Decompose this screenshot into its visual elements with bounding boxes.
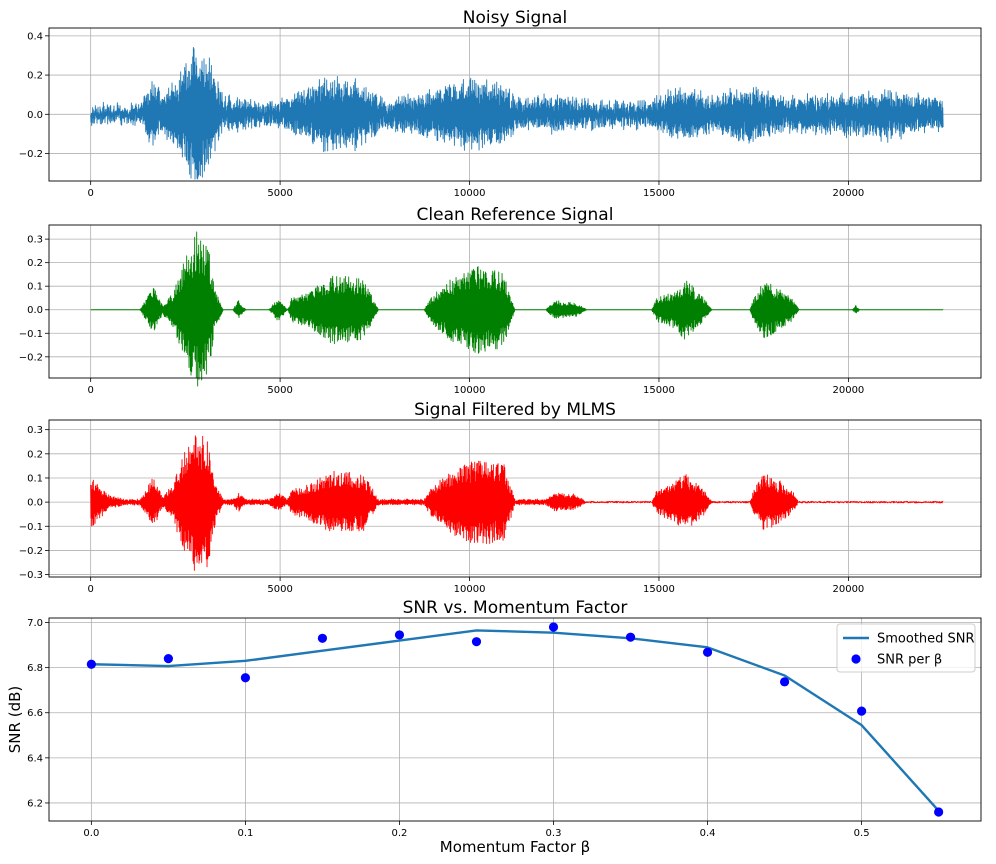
x-tick-label: 0.3 <box>546 828 562 839</box>
x-tick-label: 0.0 <box>83 828 99 839</box>
y-tick-label: −0.1 <box>19 329 43 340</box>
y-tick-label: 0.1 <box>27 282 43 293</box>
x-tick-label: 20000 <box>832 584 864 595</box>
legend-label-scatter: SNR per β <box>877 653 942 668</box>
y-tick-label: 0.1 <box>27 473 43 484</box>
snr-point <box>86 659 96 669</box>
signal-trace <box>90 435 944 571</box>
y-tick-label: 6.6 <box>27 708 43 719</box>
snr-point <box>471 637 482 647</box>
snr-point <box>394 630 405 640</box>
clean-reference-panel: 0 5000 10000 15000 20000 −0.2 −0.1 0.0 0.1 0.2 0.3… <box>19 205 982 396</box>
y-tick-label: −0.3 <box>19 570 43 581</box>
y-tick-label: 0.0 <box>27 305 43 316</box>
x-tick-label: 5000 <box>267 584 292 595</box>
x-tick-label: 0 <box>87 584 93 595</box>
snr-point <box>163 654 173 664</box>
snr-point <box>857 706 867 716</box>
x-tick-label: 0 <box>87 188 93 199</box>
y-tick-label: 0.0 <box>27 498 43 509</box>
plot-frame <box>48 419 982 578</box>
snr-point <box>317 633 328 643</box>
smoothed-snr-line <box>91 629 940 812</box>
y-tick-label: −0.1 <box>19 522 43 533</box>
snr-point <box>625 632 636 642</box>
y-tick-label: 0.2 <box>27 449 43 460</box>
y-tick-label: 0.2 <box>27 258 43 269</box>
axis-ticks: 0 5000 10000 15000 20000 −0.3 −0.2 −0.1 0.0 0.1 0.… <box>19 425 865 595</box>
x-tick-label: 0 <box>87 385 93 396</box>
legend-label-smoothed: Smoothed SNR <box>877 632 975 647</box>
x-tick-label: 20000 <box>832 188 864 199</box>
plot-frame <box>48 224 982 379</box>
x-tick-label: 15000 <box>643 385 675 396</box>
y-tick-label: 6.4 <box>27 753 43 764</box>
y-tick-label: 0.3 <box>27 235 43 246</box>
chart-title: SNR vs. Momentum Factor <box>403 598 628 618</box>
x-tick-label: 0.4 <box>700 828 716 839</box>
filtered-signal-panel: 0 5000 10000 15000 20000 −0.3 −0.2 −0.1 0.0 0.1 0.… <box>19 400 982 595</box>
signal-trace <box>90 231 944 387</box>
x-tick-label: 0.1 <box>237 828 253 839</box>
noisy-signal-waveform <box>90 46 944 180</box>
x-tick-label: 15000 <box>643 584 675 595</box>
y-tick-label: 0.2 <box>27 71 43 82</box>
x-axis-label: Momentum Factor β <box>440 838 591 856</box>
x-tick-label: 10000 <box>454 385 486 396</box>
x-tick-label: 20000 <box>832 385 864 396</box>
snr-point <box>702 647 713 657</box>
axis-ticks: 0.0 0.1 0.2 0.3 0.4 0.5 6.2 6.4 6.6 6.8 7.0 <box>27 618 869 839</box>
x-tick-label: 5000 <box>267 385 292 396</box>
snr-point <box>934 807 944 817</box>
snr-point <box>548 622 559 632</box>
legend-dot-swatch <box>851 654 861 664</box>
legend-box <box>836 623 976 673</box>
y-tick-label: 6.8 <box>27 663 43 674</box>
snr-point <box>240 673 251 683</box>
grid <box>49 618 981 821</box>
y-axis-label: SNR (dB) <box>6 686 24 753</box>
chart-title: Signal Filtered by MLMS <box>414 400 616 420</box>
y-tick-label: 0.0 <box>27 110 43 121</box>
axis-ticks: 0 5000 10000 15000 20000 −0.2 −0.1 0.0 0.1 0.2 0.3 <box>19 235 865 396</box>
y-tick-label: 7.0 <box>27 618 43 629</box>
y-tick-label: 6.2 <box>27 798 43 809</box>
y-tick-label: 0.3 <box>27 425 43 436</box>
x-tick-label: 5000 <box>267 188 292 199</box>
legend: Smoothed SNR SNR per β <box>836 623 976 673</box>
y-tick-label: −0.2 <box>19 149 43 160</box>
plot-frame <box>48 27 982 182</box>
noisy-signal-panel: 0 5000 10000 15000 20000 −0.2 0.0 0.2 0.4 Noisy … <box>19 8 982 199</box>
snr-series <box>86 622 944 817</box>
snr-momentum-panel: 0.0 0.1 0.2 0.3 0.4 0.5 6.2 6.4 6.6 6.8 7.0 SNR vs… <box>6 598 982 856</box>
y-tick-label: −0.2 <box>19 352 43 363</box>
axis-ticks: 0 5000 10000 15000 20000 −0.2 0.0 0.2 0.4 <box>19 31 865 199</box>
x-tick-label: 0.5 <box>854 828 870 839</box>
clean-signal-waveform <box>90 231 944 387</box>
chart-title: Clean Reference Signal <box>417 205 614 225</box>
snr-point <box>779 677 790 687</box>
x-tick-label: 10000 <box>454 584 486 595</box>
filtered-signal-waveform <box>90 435 944 571</box>
x-tick-label: 10000 <box>454 188 486 199</box>
chart-title: Noisy Signal <box>463 8 567 28</box>
y-tick-label: 0.4 <box>27 31 43 42</box>
y-tick-label: −0.2 <box>19 546 43 557</box>
x-tick-label: 0.2 <box>392 828 408 839</box>
plot-frame <box>48 617 982 822</box>
x-tick-label: 15000 <box>643 188 675 199</box>
signal-trace <box>90 46 944 180</box>
